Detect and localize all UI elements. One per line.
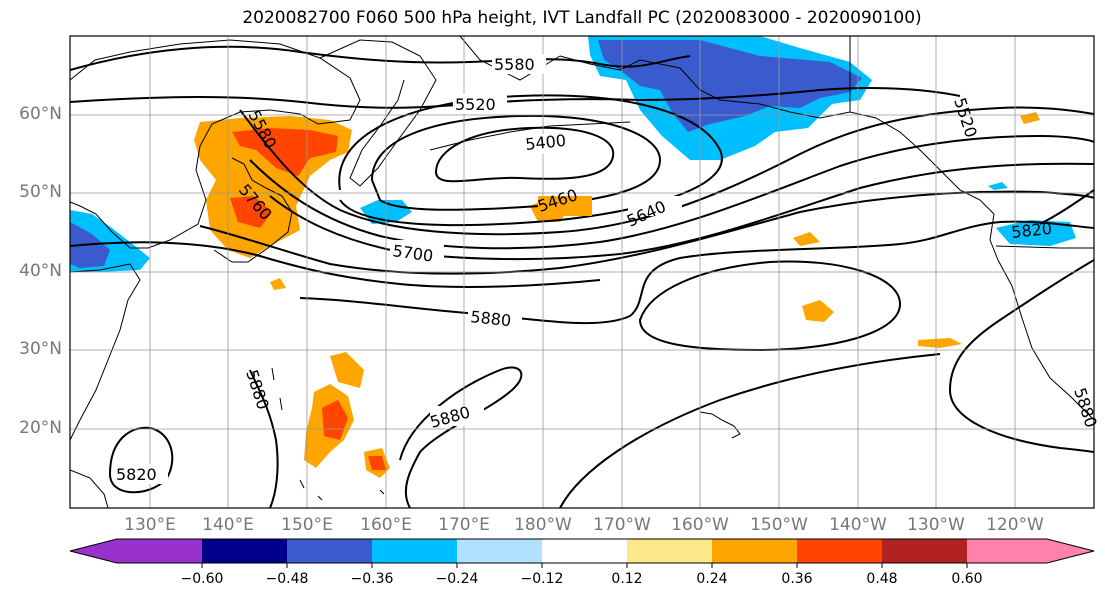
positive-region-east3 — [918, 338, 962, 348]
positive-region-small1 — [270, 278, 286, 290]
colorbar-tick-label: 0.24 — [696, 571, 728, 587]
gridlines — [70, 36, 1094, 508]
colorbar-tick-label: −0.60 — [180, 571, 224, 587]
positive-core-tropical — [322, 400, 386, 470]
contour-5880-east — [948, 259, 1094, 453]
contour-5880-west — [249, 369, 279, 508]
lon-label: 120°W — [986, 515, 1044, 535]
colorbar-bin — [627, 539, 712, 563]
lon-label: 150°W — [750, 515, 808, 535]
ivt-shading — [70, 36, 1076, 478]
lon-label: 140°W — [829, 515, 887, 535]
lat-label: 20°N — [19, 418, 62, 438]
lon-label: 170°W — [593, 515, 651, 535]
contour-5640 — [249, 134, 1094, 250]
contour-label: 5580 — [494, 55, 535, 74]
colorbar-bin — [712, 539, 797, 563]
contour-5880-south — [399, 366, 523, 508]
colorbar-tick-label: 0.12 — [611, 571, 643, 587]
lon-label: 160°W — [671, 515, 729, 535]
colorbar-tick-label: −0.24 — [435, 571, 479, 587]
contour-5520-upper — [70, 87, 961, 109]
contour-5880-loop — [638, 260, 902, 352]
lon-label: 180°W — [514, 515, 572, 535]
colorbar-bin — [117, 539, 202, 563]
border-canada-us — [995, 245, 1094, 249]
contour-label: 5520 — [455, 95, 496, 114]
colorbar-tick-label: 0.36 — [781, 571, 813, 587]
colorbar-tick-label: −0.36 — [350, 571, 394, 587]
positive-core-hokkaido — [230, 196, 272, 228]
positive-core-okhotsk — [232, 128, 338, 176]
contour-5400-ring — [434, 126, 615, 183]
contour-5880-lower — [559, 353, 941, 508]
lon-label: 130°E — [124, 515, 176, 535]
contour-5760 — [199, 190, 1094, 275]
lon-label: 160°E — [360, 515, 412, 535]
colorbar-bin — [287, 539, 372, 563]
colorbar-bin — [882, 539, 967, 563]
contour-label: 5400 — [524, 131, 566, 154]
colorbar-tick-label: 0.60 — [951, 571, 983, 587]
positive-region-east2 — [802, 300, 834, 322]
negative-small-canada — [988, 182, 1008, 190]
contour-label: 5820 — [116, 465, 157, 484]
positive-region-tropical — [304, 352, 390, 478]
coastline-china — [70, 263, 141, 441]
negative-region-pnw — [996, 220, 1076, 246]
colorbar-bin — [797, 539, 882, 563]
colorbar-bin — [372, 539, 457, 563]
contour-5580-top — [70, 45, 691, 71]
islands-pacific — [271, 367, 385, 501]
colorbar-tick-label: −0.48 — [265, 571, 309, 587]
coastline-hawaii — [699, 411, 741, 439]
lat-label: 40°N — [19, 261, 62, 281]
colorbar-tick-label: 0.48 — [866, 571, 898, 587]
contour-5520-ring — [338, 94, 723, 227]
lon-label: 150°E — [281, 515, 333, 535]
colorbar-bin — [457, 539, 542, 563]
contour-5820-line — [70, 241, 601, 288]
lat-label: 60°N — [19, 104, 62, 124]
coastline-asia — [70, 39, 361, 249]
colorbar-bin — [967, 539, 1047, 563]
contour-label: 5880 — [470, 307, 512, 330]
colorbar-extend-low — [70, 539, 117, 563]
colorbar-outline — [69, 538, 1095, 564]
coastline-kamchatka — [319, 39, 437, 187]
colorbar-bin — [202, 539, 287, 563]
colorbar-tick-label: −0.12 — [520, 571, 564, 587]
contour-5460-ring — [370, 114, 662, 211]
contour-label: 5820 — [1010, 219, 1052, 242]
lon-label: 170°E — [438, 515, 490, 535]
map-frame — [69, 35, 1095, 509]
colorbar-bin — [542, 539, 627, 563]
contour-5820-loop — [108, 426, 174, 494]
lat-label: 30°N — [19, 339, 62, 359]
coastline-north-america — [989, 213, 1094, 421]
contour-5700 — [269, 162, 1094, 261]
lat-label: 50°N — [19, 182, 62, 202]
negative-core-alaska — [598, 40, 862, 132]
colorbar-extend-high — [1047, 539, 1094, 563]
lon-label: 140°E — [202, 515, 254, 535]
coastline-philippines — [70, 469, 109, 508]
positive-region-east1 — [793, 232, 820, 246]
colorbar — [69, 538, 1095, 568]
map-title: 2020082700 F060 500 hPa height, IVT Land… — [242, 8, 922, 28]
lon-label: 130°W — [907, 515, 965, 535]
